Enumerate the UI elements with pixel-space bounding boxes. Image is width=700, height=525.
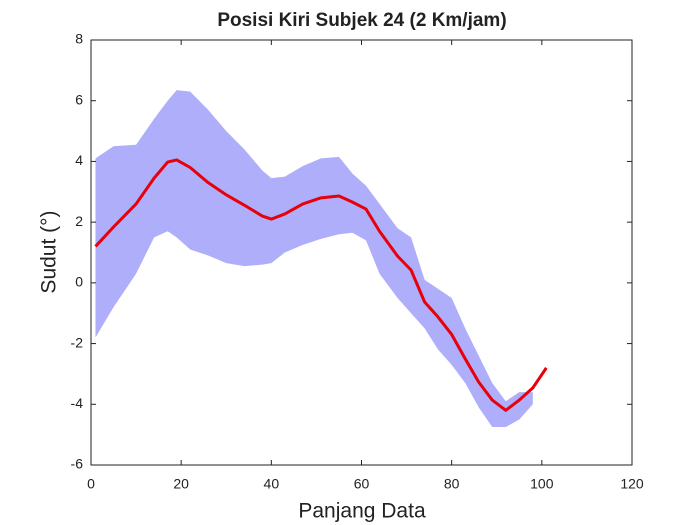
y-tick-label: 6 (75, 91, 83, 107)
x-tick-label: 120 (620, 476, 644, 492)
y-tick-label: 0 (75, 274, 83, 290)
y-tick-label: 2 (75, 213, 83, 229)
y-tick-label: 4 (75, 152, 83, 168)
x-axis-label: Panjang Data (298, 500, 426, 523)
chart-title: Posisi Kiri Subjek 24 (2 Km/jam) (217, 10, 506, 31)
y-tick-label: 8 (75, 31, 83, 47)
x-tick-label: 20 (173, 476, 189, 492)
y-axis-label: Sudut (°) (38, 210, 61, 293)
x-tick-label: 60 (354, 476, 370, 492)
x-tick-label: 0 (87, 476, 95, 492)
y-tick-label: -6 (71, 456, 84, 472)
line-series (94, 158, 548, 412)
band-area (95, 90, 533, 428)
x-tick-label: 40 (264, 476, 280, 492)
y-tick-label: -4 (71, 395, 84, 411)
x-tick-label: 80 (444, 476, 460, 492)
x-tick-label: 100 (530, 476, 554, 492)
y-tick-label: -2 (71, 334, 84, 350)
